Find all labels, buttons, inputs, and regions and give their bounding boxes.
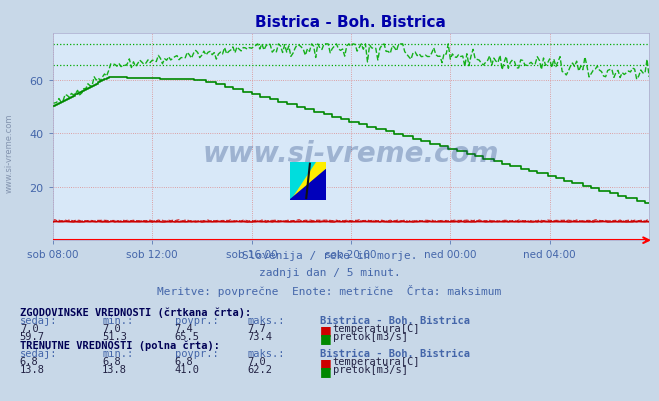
Text: www.si-vreme.com: www.si-vreme.com	[203, 140, 499, 168]
Text: ■: ■	[320, 331, 331, 344]
Text: ■: ■	[320, 356, 331, 369]
Text: pretok[m3/s]: pretok[m3/s]	[333, 364, 408, 374]
Text: 73.4: 73.4	[247, 331, 272, 341]
Text: ■: ■	[320, 323, 331, 336]
Text: 41.0: 41.0	[175, 364, 200, 374]
Text: sedaj:: sedaj:	[20, 348, 57, 358]
Text: temperatura[C]: temperatura[C]	[333, 323, 420, 333]
Text: Slovenija / reke in morje.: Slovenija / reke in morje.	[242, 251, 417, 261]
Text: maks.:: maks.:	[247, 315, 285, 325]
Text: Bistrica - Boh. Bistrica: Bistrica - Boh. Bistrica	[320, 348, 470, 358]
Text: 7.0: 7.0	[20, 323, 38, 333]
Text: ZGODOVINSKE VREDNOSTI (črtkana črta):: ZGODOVINSKE VREDNOSTI (črtkana črta):	[20, 307, 251, 317]
Text: 13.8: 13.8	[20, 364, 45, 374]
Text: maks.:: maks.:	[247, 348, 285, 358]
Text: zadnji dan / 5 minut.: zadnji dan / 5 minut.	[258, 267, 401, 277]
Text: ■: ■	[320, 364, 331, 377]
Text: 7.0: 7.0	[102, 323, 121, 333]
Text: pretok[m3/s]: pretok[m3/s]	[333, 331, 408, 341]
Text: 65.5: 65.5	[175, 331, 200, 341]
Text: 7.4: 7.4	[175, 323, 193, 333]
Text: min.:: min.:	[102, 348, 133, 358]
Text: TRENUTNE VREDNOSTI (polna črta):: TRENUTNE VREDNOSTI (polna črta):	[20, 340, 219, 350]
Text: www.si-vreme.com: www.si-vreme.com	[5, 113, 14, 192]
Title: Bistrica - Boh. Bistrica: Bistrica - Boh. Bistrica	[256, 15, 446, 30]
Text: 6.8: 6.8	[20, 356, 38, 366]
Text: sedaj:: sedaj:	[20, 315, 57, 325]
Text: 6.8: 6.8	[175, 356, 193, 366]
Text: min.:: min.:	[102, 315, 133, 325]
Text: 59.7: 59.7	[20, 331, 45, 341]
Polygon shape	[290, 170, 326, 200]
Text: 7.0: 7.0	[247, 356, 266, 366]
Text: povpr.:: povpr.:	[175, 348, 218, 358]
Text: 13.8: 13.8	[102, 364, 127, 374]
Text: povpr.:: povpr.:	[175, 315, 218, 325]
Text: 62.2: 62.2	[247, 364, 272, 374]
Polygon shape	[290, 162, 316, 200]
Text: 51.3: 51.3	[102, 331, 127, 341]
Text: 6.8: 6.8	[102, 356, 121, 366]
Text: 7.7: 7.7	[247, 323, 266, 333]
Text: temperatura[C]: temperatura[C]	[333, 356, 420, 366]
Text: Bistrica - Boh. Bistrica: Bistrica - Boh. Bistrica	[320, 315, 470, 325]
Text: Meritve: povprečne  Enote: metrične  Črta: maksimum: Meritve: povprečne Enote: metrične Črta:…	[158, 284, 501, 296]
